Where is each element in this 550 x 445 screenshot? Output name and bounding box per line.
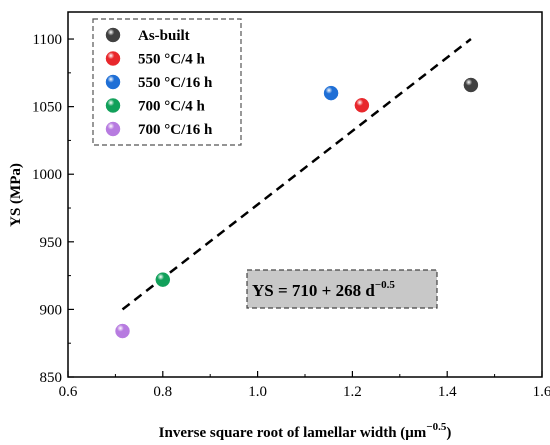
x-tick-label: 0.8 — [153, 384, 172, 400]
x-tick-label: 1.2 — [343, 384, 362, 400]
legend-marker — [105, 121, 121, 137]
points-group — [115, 77, 479, 339]
y-tick-label: 1100 — [33, 32, 62, 48]
legend-items: As-built 550 °C/4 h 550 °C/16 h 700 °C/4 h 7… — [105, 27, 213, 138]
data-point — [354, 98, 370, 113]
y-tick-label: 1000 — [32, 167, 62, 183]
y-tick-label: 850 — [40, 370, 63, 386]
x-tick-label: 1.0 — [248, 384, 267, 400]
legend-label: As-built — [138, 28, 190, 44]
legend-label: 550 °C/16 h — [138, 75, 213, 91]
data-point — [463, 77, 479, 93]
legend-marker — [105, 98, 121, 113]
legend-label: 700 °C/16 h — [138, 122, 213, 138]
y-tick-label: 900 — [40, 302, 63, 318]
legend-marker — [105, 74, 121, 90]
equation-text: YS = 710 + 268 d−0.5 — [252, 279, 395, 300]
equation-annotation: YS = 710 + 268 d−0.5 — [246, 269, 438, 309]
fit-line — [121, 38, 472, 311]
legend-marker — [105, 27, 121, 43]
legend-label: 550 °C/4 h — [138, 52, 205, 68]
x-tick-label: 1.6 — [533, 384, 550, 400]
x-tick-label: 0.6 — [59, 384, 78, 400]
equation-box — [246, 269, 438, 309]
fit-line-group — [121, 38, 472, 311]
data-point — [323, 85, 339, 101]
x-axis-title: Inverse square root of lamellar width (μ… — [159, 421, 452, 441]
legend-marker — [105, 51, 121, 66]
data-point — [115, 323, 130, 339]
ticks-group: 0.6 0.8 1.0 1.2 1.4 1.6 850 900 950 1000 1050 1100 — [32, 32, 550, 400]
legend-label: 700 °C/4 h — [138, 99, 205, 115]
y-tick-label: 1050 — [32, 100, 62, 116]
y-axis-title: YS (MPa) — [8, 163, 24, 227]
y-tick-label: 950 — [40, 235, 63, 251]
data-point — [155, 272, 171, 287]
legend: As-built 550 °C/4 h 550 °C/16 h 700 °C/4 h 7… — [92, 18, 242, 146]
x-tick-label: 1.4 — [438, 384, 457, 400]
